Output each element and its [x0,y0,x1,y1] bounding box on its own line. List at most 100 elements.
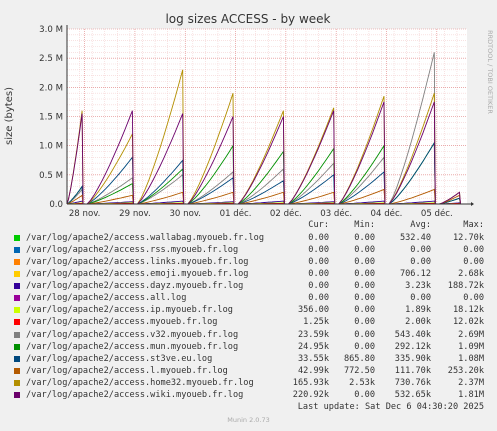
legend-series-name: /var/log/apache2/access.ip.myoueb.fr.log [26,305,233,316]
legend-max-value: 18.12k [452,305,484,316]
y-tick-label: 2.5 M [39,54,63,64]
legend-cur-value: 1.25k [303,317,329,328]
x-tick-label: 28 nov. [69,209,101,219]
legend-avg-value: 543.40k [394,329,431,340]
legend-swatch [14,391,20,398]
legend-min-value: 0.00 [354,233,375,243]
x-axis-arrow [471,202,474,206]
legend-min-value: 865.80 [343,353,375,364]
legend-row: /var/log/apache2/access.wiki.myoueb.fr.l… [14,389,484,401]
legend-series-name: /var/log/apache2/access.l.myoueb.fr.log [26,365,228,376]
y-tick-label: 3.0 M [39,25,63,35]
series-line [66,101,461,205]
legend-max-value: 2.37M [458,377,484,388]
x-tick-label: 04 déc. [371,208,403,219]
legend-max-value: 188.72k [447,281,484,292]
x-tick-label: 03 déc. [320,208,352,219]
header-cur: Cur: [308,220,329,230]
legend-row: /var/log/apache2/access.l.myoueb.fr.log 4… [14,365,484,377]
y-tick-labels: 0.0 0.5 M 1.0 M 1.5 M 2.0 M 2.5 M 3.0 M [39,25,63,210]
legend-avg-value: 1.89k [405,305,431,316]
legend-series-name: /var/log/apache2/access.v32.myoueb.fr.lo… [26,329,239,340]
legend-swatch [14,343,20,350]
legend-cur-value: 0.00 [308,233,329,243]
legend-max-value: 1.81M [458,389,484,400]
legend-max-value: 12.70k [452,233,484,243]
x-tick-label: 29 nov. [119,209,151,219]
legend-swatch [14,379,20,386]
y-tick-label: 0.5 M [39,171,63,181]
legend-row: /var/log/apache2/access.ip.myoueb.fr.log… [14,304,484,316]
y-tick-label: 1.0 M [39,142,63,152]
legend-row: /var/log/apache2/access.rss.myoueb.fr.lo… [14,244,484,256]
x-tick-labels: 28 nov. 29 nov. 30 nov. 01 déc. 02 déc. 03 dé… [69,208,453,219]
series-line [66,141,461,205]
y-tick-label: 2.0 M [39,83,63,93]
legend-swatch [14,271,20,278]
rrdtool-watermark: RRDTOOL / TOBI OETIKER [486,30,494,114]
legend-row: /var/log/apache2/access.all.log 0.00 0.00 0… [14,292,484,304]
legend-cur-value: 33.55k [297,353,329,364]
legend-cur-value: 220.92k [292,389,329,400]
legend-row: /var/log/apache2/access.wallabag.myoueb.… [14,232,484,244]
legend-max-value: 1.09M [458,341,484,352]
legend-row: /var/log/apache2/access.links.myoueb.fr.… [14,256,484,268]
legend-min-value: 0.00 [354,269,375,280]
legend-min-value: 772.50 [343,365,375,376]
grid [66,28,467,204]
legend-row: /var/log/apache2/access.dayz.myoueb.fr.l… [14,280,484,292]
y-axis-label: size (bytes) [4,87,15,145]
legend-series-name: /var/log/apache2/access.wiki.myoueb.fr.l… [26,389,244,400]
legend-swatch [14,295,20,302]
legend-max-value: 2.69M [458,329,484,340]
legend-avg-value: 532.40 [399,233,431,243]
legend-avg-value: 2.00k [405,317,431,328]
legend-swatch [14,247,20,254]
legend-series-name: /var/log/apache2/access.myoueb.fr.log [26,317,218,328]
legend-cur-value: 0.00 [308,269,329,280]
y-tick-label: 0.0 [49,200,63,210]
series-line [66,69,461,205]
legend-swatch [14,259,20,266]
chart-title: log sizes ACCESS - by week [165,12,330,26]
legend-series-name: /var/log/apache2/access.dayz.myoueb.fr.l… [26,281,244,292]
legend-cur-value: 0.00 [308,281,329,292]
legend-cur-value: 0.00 [308,257,329,268]
legend-max-value: 1.08M [458,353,484,364]
series-lines [66,52,461,205]
legend-min-value: 0.00 [354,329,375,340]
legend-min-value: 0.00 [354,341,375,352]
legend-swatch [14,283,20,290]
legend-cur-value: 23.59k [297,329,329,340]
legend-min-value: 0.00 [354,305,375,316]
legend-cur-value: 0.00 [308,293,329,304]
legend-avg-value: 292.12k [394,341,431,352]
munin-version: Munin 2.0.73 [227,416,270,424]
legend-avg-value: 335.90k [394,353,431,364]
legend-row: /var/log/apache2/access.emoji.myoueb.fr.… [14,268,484,280]
legend-min-value: 0.00 [354,293,375,304]
x-tick-label: 01 déc. [220,208,252,219]
legend-row: /var/log/apache2/access.st3ve.eu.log 33.5… [14,353,484,365]
header-min: Min: [354,220,375,230]
legend-swatch [14,355,20,362]
axes [66,25,474,206]
legend-avg-value: 706.12 [399,269,431,280]
legend-avg-value: 532.65k [394,389,431,400]
legend-max-value: 0.00 [463,293,484,304]
legend-avg-value: 111.70k [394,365,431,376]
legend-cur-value: 356.00 [297,305,329,316]
legend-max-value: 12.02k [452,317,484,328]
legend-series-name: /var/log/apache2/access.mun.myoueb.fr.lo… [26,341,239,352]
legend-swatch [14,331,20,338]
legend-max-value: 2.68k [458,269,484,280]
legend-swatch [14,367,20,374]
legend-avg-value: 0.00 [410,293,431,304]
legend-row: /var/log/apache2/access.mun.myoueb.fr.lo… [14,341,484,353]
y-tick-label: 1.5 M [39,113,63,123]
last-update: Last update: Sat Dec 6 04:30:20 2025 [297,402,484,412]
legend-swatch [14,319,20,326]
x-tick-label: 05 déc. [421,208,453,219]
